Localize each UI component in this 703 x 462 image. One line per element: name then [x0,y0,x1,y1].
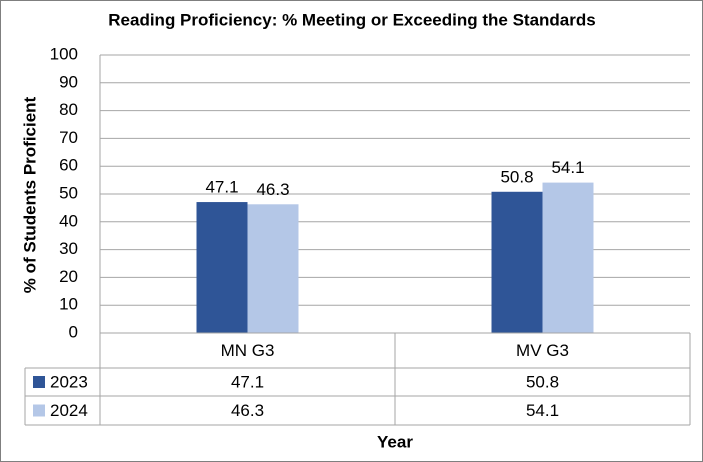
y-tick-label: 50 [59,183,78,202]
table-cell: 50.8 [526,372,559,391]
y-tick-label: 40 [59,211,78,230]
y-tick-label: 100 [50,44,78,63]
bar [196,202,248,333]
data-label: 54.1 [551,158,584,177]
y-tick-label: 20 [59,267,78,286]
bar [542,182,594,333]
x-tick-label: MN G3 [221,341,275,360]
table-cell: 54.1 [526,401,559,420]
y-tick-label: 60 [59,156,78,175]
data-label: 46.3 [256,180,289,199]
y-tick-label: 70 [59,128,78,147]
legend-label: 2024 [50,401,88,420]
data-label: 47.1 [205,178,238,197]
bar [247,204,299,333]
x-tick-label: MV G3 [516,341,569,360]
table-cell: 47.1 [231,372,264,391]
bar [491,191,543,333]
data-label: 50.8 [500,167,533,186]
y-tick-label: 10 [59,295,78,314]
legend-swatch [33,376,45,388]
y-tick-label: 30 [59,239,78,258]
x-axis-title: Year [377,432,413,451]
chart-title: Reading Proficiency: % Meeting or Exceed… [108,10,595,29]
y-tick-label: 0 [69,322,78,341]
y-tick-label: 90 [59,72,78,91]
y-tick-label: 80 [59,100,78,119]
y-axis-title: % of Students Proficient [20,96,39,293]
legend-label: 2023 [50,372,88,391]
legend-swatch [33,404,45,417]
table-cell: 46.3 [231,401,264,420]
